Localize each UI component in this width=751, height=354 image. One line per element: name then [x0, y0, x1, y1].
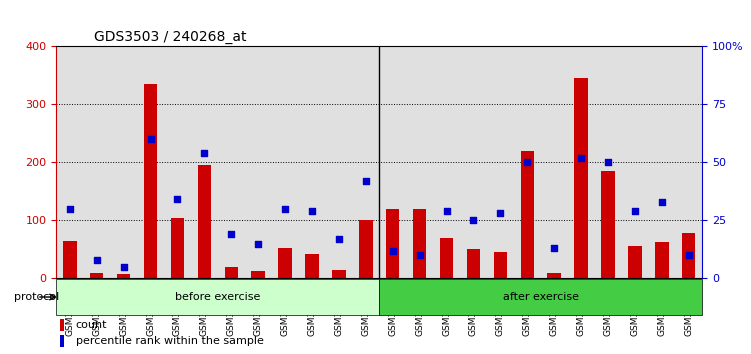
Bar: [63, 241, 77, 278]
Bar: [279, 248, 292, 278]
Point: [171, 196, 183, 202]
Bar: [541, 46, 568, 278]
Bar: [352, 46, 379, 278]
Point: [602, 159, 614, 165]
Bar: [83, 46, 110, 278]
Bar: [466, 249, 480, 278]
Bar: [406, 46, 433, 278]
Bar: [547, 273, 561, 278]
Bar: [675, 46, 702, 278]
Point: [575, 155, 587, 160]
Point: [656, 199, 668, 205]
FancyBboxPatch shape: [379, 279, 702, 315]
Point: [252, 241, 264, 246]
Bar: [170, 218, 184, 278]
Text: count: count: [76, 320, 107, 330]
Bar: [164, 46, 191, 278]
Point: [91, 257, 103, 263]
Bar: [575, 78, 588, 278]
Bar: [137, 46, 164, 278]
Point: [118, 264, 130, 270]
Bar: [359, 220, 372, 278]
Bar: [568, 46, 595, 278]
Bar: [325, 46, 352, 278]
Bar: [198, 165, 211, 278]
Point: [306, 208, 318, 214]
Point: [279, 206, 291, 212]
Bar: [245, 46, 272, 278]
Bar: [595, 46, 622, 278]
Bar: [56, 46, 83, 278]
Bar: [386, 209, 400, 278]
Bar: [520, 150, 534, 278]
Bar: [655, 242, 668, 278]
Bar: [602, 171, 615, 278]
Bar: [218, 46, 245, 278]
Bar: [59, 335, 64, 347]
Point: [387, 248, 399, 253]
Bar: [682, 233, 695, 278]
Bar: [622, 46, 648, 278]
Text: after exercise: after exercise: [502, 292, 579, 302]
Text: GDS3503 / 240268_at: GDS3503 / 240268_at: [94, 30, 246, 44]
Bar: [487, 46, 514, 278]
Bar: [493, 252, 507, 278]
Bar: [272, 46, 299, 278]
Point: [414, 252, 426, 258]
Point: [548, 245, 560, 251]
Bar: [305, 254, 318, 278]
Point: [467, 217, 479, 223]
Point: [629, 208, 641, 214]
Bar: [460, 46, 487, 278]
Point: [225, 232, 237, 237]
Bar: [440, 238, 454, 278]
Bar: [143, 84, 157, 278]
Point: [64, 206, 76, 212]
Text: protocol: protocol: [14, 292, 59, 302]
Bar: [514, 46, 541, 278]
Bar: [191, 46, 218, 278]
Bar: [648, 46, 675, 278]
Bar: [628, 246, 641, 278]
Point: [198, 150, 210, 156]
Point: [144, 136, 156, 142]
Point: [683, 252, 695, 258]
Point: [360, 178, 372, 184]
Bar: [110, 46, 137, 278]
Bar: [252, 272, 265, 278]
Bar: [433, 46, 460, 278]
Bar: [332, 270, 345, 278]
Bar: [90, 273, 104, 278]
Point: [333, 236, 345, 242]
Text: percentile rank within the sample: percentile rank within the sample: [76, 336, 264, 346]
Bar: [413, 209, 427, 278]
Bar: [225, 267, 238, 278]
Bar: [379, 46, 406, 278]
Bar: [59, 319, 64, 331]
Point: [494, 211, 506, 216]
FancyBboxPatch shape: [56, 279, 379, 315]
Point: [441, 208, 453, 214]
Point: [521, 159, 533, 165]
Bar: [299, 46, 325, 278]
Text: before exercise: before exercise: [175, 292, 261, 302]
Bar: [117, 274, 131, 278]
